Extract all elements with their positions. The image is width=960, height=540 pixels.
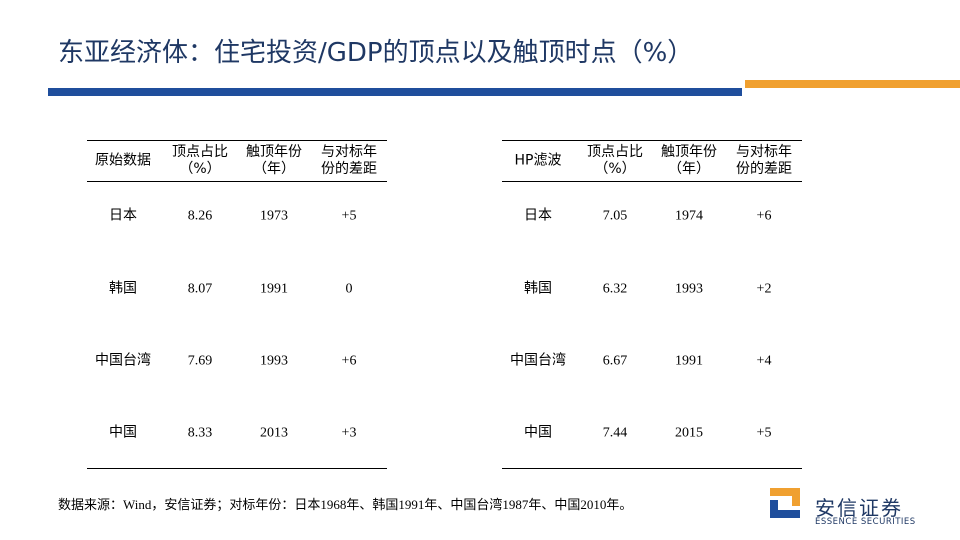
table-value: +5 [756,425,772,441]
header-line: 顶点占比 [172,144,228,160]
column-header: 与对标年 份的差距 [736,144,792,178]
row-label: 中国台湾 [510,352,566,369]
table-rule [87,140,387,141]
table-value: +2 [756,281,772,297]
header-line: HP滤波 [514,152,562,169]
row-label: 日本 [109,207,137,224]
table-value: 0 [345,281,353,297]
header-line: 原始数据 [95,152,151,169]
header-line: 顶点占比 [587,144,643,160]
row-label: 日本 [524,207,552,224]
header-line: 触顶年份 [661,144,717,160]
header-line: （%） [594,161,636,177]
header-line: 份的差距 [736,161,792,177]
table-value: 6.32 [602,281,628,297]
row-label: 中国台湾 [95,352,151,369]
table-value: 7.05 [602,208,628,224]
table-value: +3 [341,425,357,441]
table-value: 6.67 [602,353,628,369]
table-rule [502,468,802,469]
row-label: 中国 [524,424,552,441]
slide-title: 东亚经济体：住宅投资/GDP的顶点以及触顶时点（%） [58,38,694,68]
table-rule [87,468,387,469]
header-line: （年） [253,161,295,177]
header-line: 与对标年 [321,144,377,160]
column-header: 触顶年份 （年） [246,144,302,178]
table-value: 1974 [675,208,703,224]
table-value: 7.44 [602,425,628,441]
column-header: HP滤波 [515,153,562,170]
table-value: +4 [756,353,772,369]
table-value: +6 [341,353,357,369]
table-value: 1973 [260,208,288,224]
table-value: 8.33 [187,425,213,441]
header-line: （年） [668,161,710,177]
logo-subtitle: ESSENCE SECURITIES [815,517,916,527]
table-value: 2013 [260,425,288,441]
table-value: +6 [756,208,772,224]
logo-name: 安信证券 [815,496,903,520]
logo-icon [770,488,800,518]
column-header: 与对标年 份的差距 [321,144,377,178]
table-rule [87,181,387,182]
title-bar-blue [48,88,742,96]
row-label: 韩国 [524,280,552,297]
table-value: 1993 [675,281,703,297]
column-header: 顶点占比 （%） [587,144,643,178]
table-value: 7.69 [187,353,213,369]
table-value: 8.07 [187,281,213,297]
table-value: 2015 [675,425,703,441]
title-bar-orange [745,80,960,88]
header-line: 触顶年份 [246,144,302,160]
table-value: 8.26 [187,208,213,224]
table-value: 1991 [260,281,288,297]
table-rule [502,140,802,141]
footnote: 数据来源：Wind，安信证券；对标年份：日本1968年、韩国1991年、中国台湾… [58,497,633,512]
table-value: 1993 [260,353,288,369]
row-label: 中国 [109,424,137,441]
table-value: +5 [341,208,357,224]
header-line: 与对标年 [736,144,792,160]
header-line: （%） [179,161,221,177]
table-rule [502,181,802,182]
table-value: 1991 [675,353,703,369]
header-line: 份的差距 [321,161,377,177]
column-header: 顶点占比 （%） [172,144,228,178]
column-header: 原始数据 [95,153,151,170]
row-label: 韩国 [109,280,137,297]
column-header: 触顶年份 （年） [661,144,717,178]
